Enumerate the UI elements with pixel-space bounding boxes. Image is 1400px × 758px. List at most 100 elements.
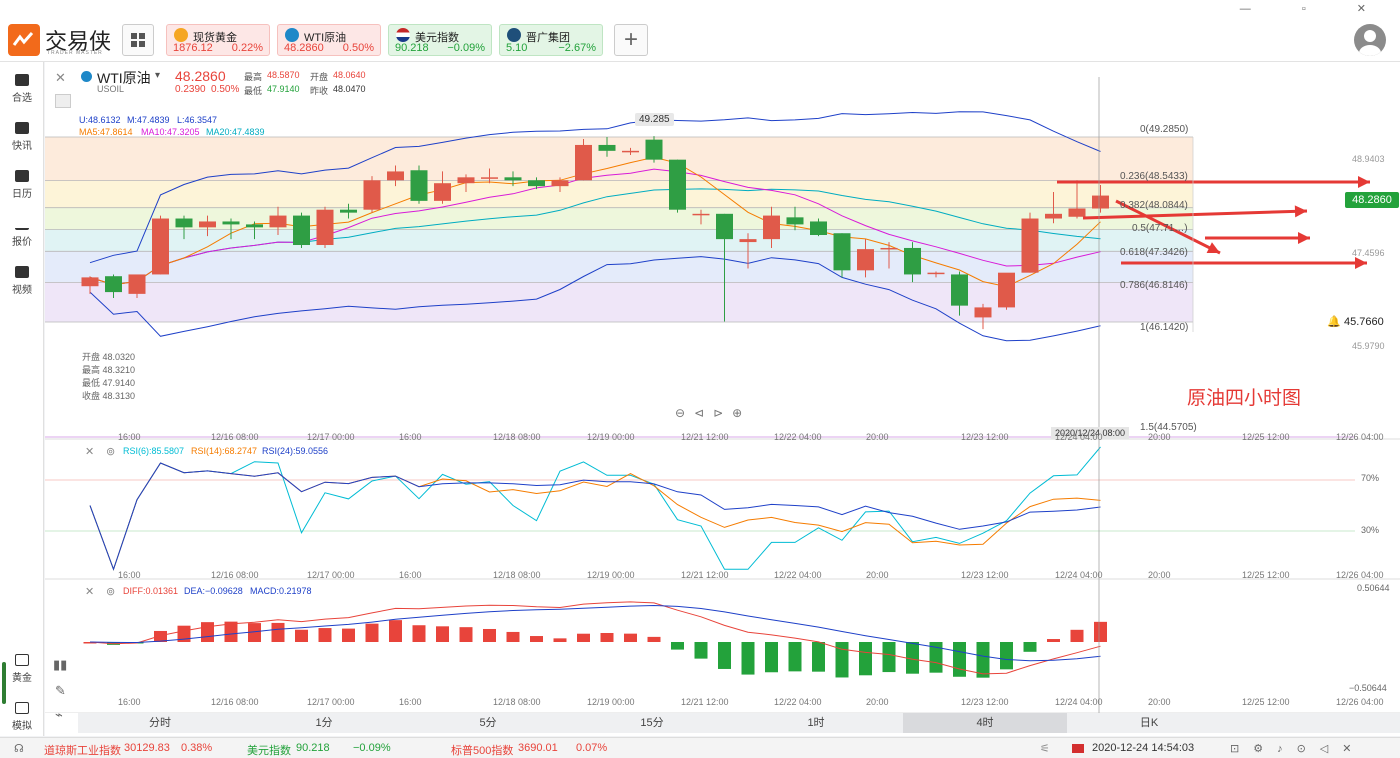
macd-bar-up: [177, 625, 191, 642]
macd-bar-up: [365, 623, 379, 642]
ticker-price: 1876.12: [173, 42, 213, 54]
brand-subtitle: TRADER MASTER: [47, 50, 103, 56]
tab-15min[interactable]: 15分: [640, 717, 664, 729]
zoom-controls[interactable]: ⊖⊲⊳⊕: [675, 406, 752, 420]
rsi-24-line: [89, 462, 1101, 571]
sidebar-item-gold[interactable]: 黄金: [0, 654, 44, 684]
add-ticker-button[interactable]: +: [614, 24, 648, 56]
close-rsi-icon[interactable]: ✕: [85, 446, 95, 458]
macd-bar-down: [741, 642, 755, 675]
chart-area[interactable]: ✕ WTI原油 ▾ USOIL 48.2860 0.2390 0.50% 最高 …: [45, 62, 1400, 736]
time-axis-label: 12/16 08:00: [211, 432, 259, 442]
tab-1min[interactable]: 1分: [315, 717, 333, 729]
sidebar-item-label: 黄金: [12, 673, 32, 684]
time-axis-label: 16:00: [399, 432, 422, 442]
fib-label: 0.786(46.8146): [1120, 280, 1188, 291]
close-chart-icon[interactable]: ✕: [55, 70, 66, 85]
pen-icon[interactable]: ✎: [55, 683, 66, 698]
macd-bar-up: [506, 631, 520, 642]
ma5-line: [89, 156, 1101, 288]
tab-daily[interactable]: 日K: [1139, 717, 1159, 729]
ticker-gold[interactable]: 现货黄金 1876.12 0.22%: [166, 24, 270, 56]
macd-settings-icon[interactable]: ⊚: [106, 586, 116, 598]
sidebar-item-calendar[interactable]: 日历: [0, 170, 44, 200]
candle-up: [763, 215, 780, 240]
macd-bar-down: [1000, 642, 1013, 670]
ticker-name: 晋广集团: [526, 32, 570, 44]
sidebar-item-label: 视频: [12, 285, 32, 296]
status-dow-change: 0.38%: [181, 742, 213, 754]
time-axis-label: 12/17 00:00: [307, 432, 355, 442]
rsi14-value: RSI(14):68.2747: [191, 446, 258, 456]
macd-bar-down: [835, 642, 849, 678]
close-macd-icon[interactable]: ✕: [85, 586, 95, 598]
macd-bar-down: [1023, 642, 1037, 652]
status-dow-value: 30129.83: [124, 742, 170, 754]
time-axis-label: 20:00: [1148, 697, 1171, 707]
ticker-wti[interactable]: WTI原油 48.2860 0.50%: [277, 24, 381, 56]
signal-icon[interactable]: ⚟: [1040, 743, 1050, 755]
candle-up: [316, 209, 334, 246]
timeframe-tabs: 分时 1分 5分 15分 1时 4时 日K: [78, 713, 1400, 733]
tab-5min[interactable]: 5分: [479, 717, 497, 729]
time-axis-label: 16:00: [399, 697, 422, 707]
candle-down: [669, 159, 686, 210]
ticker-change: 0.50%: [342, 42, 374, 54]
sidebar-item-watchlist[interactable]: 合选: [0, 74, 44, 104]
macd-bar-up: [459, 627, 473, 642]
window-controls[interactable]: — ▫ ✕: [1239, 3, 1390, 15]
sidebar-item-quotes[interactable]: 报价: [0, 218, 44, 248]
sidebar-item-label: 日历: [12, 189, 32, 200]
tab-1hour[interactable]: 1时: [807, 717, 825, 729]
macd-bar-up: [389, 620, 402, 642]
time-axis-label: 12/16 08:00: [211, 697, 259, 707]
macd-dea: DEA:−0.09628: [184, 586, 243, 596]
ma5-value: MA5:47.8614: [79, 127, 133, 137]
tray-icons[interactable]: ⊡⚙♪⊙◁✕: [1230, 743, 1366, 755]
ticker-name: WTI原油: [304, 32, 347, 44]
headset-icon[interactable]: ☊: [14, 743, 24, 755]
ticker-price: 90.218: [395, 42, 429, 54]
time-axis-label: 12/19 00:00: [587, 570, 635, 580]
symbol-name[interactable]: WTI原油: [97, 70, 151, 86]
line-chart-icon[interactable]: ⌁: [55, 707, 63, 722]
ticker-name: 美元指数: [415, 32, 459, 44]
fib-label: 0.382(48.0844): [1120, 200, 1188, 211]
tab-timeshare[interactable]: 分时: [149, 717, 171, 729]
sidebar-item-label: 报价: [12, 237, 32, 248]
candle-down: [951, 274, 968, 306]
ticker-stock[interactable]: 晋广集团 5.10 −2.67%: [499, 24, 603, 56]
brand-name: 交易侠: [45, 30, 112, 55]
candle-down: [786, 217, 804, 225]
time-axis-label: 12/24 04:00: [1055, 697, 1103, 707]
macd-bar-up: [248, 623, 261, 642]
draw-tool-icon[interactable]: [55, 94, 71, 108]
sidebar-item-video[interactable]: 视频: [0, 266, 44, 296]
candle-up: [927, 272, 945, 275]
user-avatar-icon[interactable]: [1354, 24, 1386, 56]
macd-bar-down: [788, 642, 802, 672]
tab-4hour[interactable]: 4时: [903, 713, 1067, 733]
macd-bar-up: [600, 632, 614, 642]
chart-canvas[interactable]: [45, 62, 1400, 713]
bell-icon[interactable]: 🔔: [1327, 316, 1341, 328]
progress-indicator: [2, 662, 6, 704]
grid-menu-button[interactable]: [122, 24, 154, 56]
candle-down: [175, 218, 193, 228]
bars-icon[interactable]: ▮▮: [53, 657, 68, 672]
time-axis-label: 20:00: [1148, 432, 1171, 442]
sidebar-item-news[interactable]: 快讯: [0, 122, 44, 152]
macd-bar-up: [271, 622, 285, 642]
chevron-down-icon[interactable]: ▾: [155, 70, 161, 81]
gold-coin-icon: [174, 28, 188, 42]
china-flag-icon: [1072, 744, 1084, 753]
arrow-head: [1355, 257, 1367, 269]
time-axis-label: 12/23 12:00: [961, 432, 1009, 442]
sidebar-item-simulate[interactable]: 模拟: [0, 702, 44, 732]
macd-bar-up: [647, 636, 661, 642]
time-axis-label: 12/18 08:00: [493, 697, 541, 707]
boll-lower-line: [89, 256, 1101, 342]
rsi-settings-icon[interactable]: ⊚: [106, 446, 116, 458]
macd-bar-down: [882, 642, 896, 673]
ticker-usd[interactable]: 美元指数 90.218 −0.09%: [388, 24, 492, 56]
